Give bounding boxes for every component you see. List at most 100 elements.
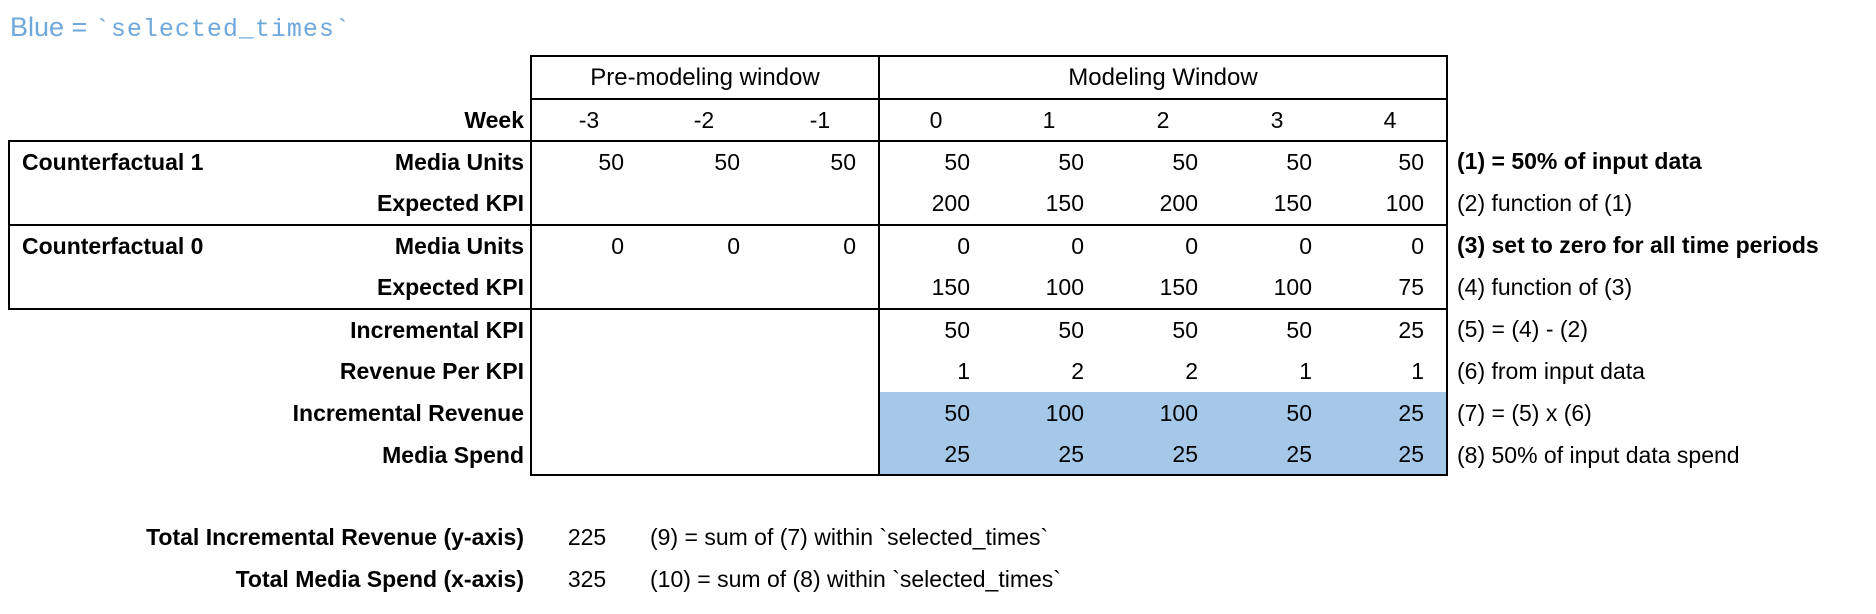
table-cell: 0 (1334, 224, 1448, 266)
table-cell: 150 (1045, 189, 1084, 216)
table-cell: 0 (530, 224, 646, 266)
row-annotation: (7) = (5) x (6) (1457, 399, 1592, 426)
row-label: Incremental Revenue (8, 392, 530, 434)
total-annotation: (9) = sum of (7) within `selected_times` (650, 523, 1049, 550)
table-cell (762, 308, 878, 350)
row-metric-label: Expected KPI (377, 189, 524, 216)
row-annotation: (5) = (4) - (2) (1457, 315, 1588, 342)
table-cell (762, 392, 878, 434)
legend-note-prefix: Blue = (10, 12, 95, 42)
table-cell: 150 (1273, 189, 1312, 216)
table-cell: 2 (1185, 357, 1198, 384)
table-cell: 0 (762, 224, 878, 266)
row-label: Counterfactual 1 Media Units (8, 140, 530, 182)
table-cell (646, 392, 762, 434)
table-cell: 0 (992, 224, 1106, 266)
table-cell (646, 266, 762, 308)
row-annotation: (1) = 50% of input data (1457, 147, 1702, 174)
week-cell: 2 (1156, 106, 1170, 133)
row-annotation: (4) function of (3) (1457, 273, 1633, 300)
table-cell: 150 (878, 266, 992, 308)
table-cell (762, 182, 878, 224)
row-metric-label: Media Spend (382, 441, 524, 468)
total-label: Total Media Spend (x-axis) (235, 565, 524, 592)
table-cell: 50 (878, 392, 992, 434)
table-cell: 25 (1106, 434, 1220, 476)
row-annotation: (6) from input data (1457, 357, 1645, 384)
row-label: Counterfactual 0 Media Units (8, 224, 530, 266)
table-cell: 0 (878, 224, 992, 266)
table-cell: 50 (1334, 140, 1448, 182)
row-group-label: Counterfactual 1 (22, 148, 204, 175)
pre-modeling-window-header: Pre-modeling window (530, 55, 878, 100)
week-cell: -2 (693, 106, 715, 133)
table-cell (762, 266, 878, 308)
week-cell: 0 (878, 100, 992, 140)
row-annotation: (2) function of (1) (1457, 189, 1633, 216)
table-cell (646, 434, 762, 476)
total-value: 325 (567, 565, 607, 592)
table-cell: 100 (1045, 273, 1084, 300)
table-cell: 50 (878, 308, 992, 350)
table-cell (530, 308, 646, 350)
table-cell: 100 (1334, 182, 1448, 224)
table-cell: 50 (762, 140, 878, 182)
header-spacer (1448, 55, 1819, 100)
row-annotation: (3) set to zero for all time periods (1457, 231, 1819, 258)
counterfactual-table: Pre-modeling window Modeling Window Week… (8, 55, 1819, 476)
table-cell (530, 182, 646, 224)
row-metric-label: Expected KPI (377, 273, 524, 300)
week-cell: 3 (1270, 106, 1284, 133)
table-cell: 50 (1220, 308, 1334, 350)
week-label-text: Week (464, 106, 524, 133)
row-annotation: (8) 50% of input data spend (1457, 441, 1740, 468)
row-metric-label: Incremental KPI (350, 316, 524, 343)
table-cell: 25 (878, 434, 992, 476)
selected-times-code: `selected_times` (94, 15, 351, 44)
week-cell: 4 (1334, 100, 1448, 140)
table-cell: 200 (1159, 189, 1198, 216)
row-metric-label: Media Units (394, 148, 524, 175)
modeling-window-header: Modeling Window (878, 55, 1448, 100)
table-cell: 25 (1220, 434, 1334, 476)
table-cell: 0 (646, 224, 762, 266)
week-row-label: Week (8, 100, 530, 140)
table-cell (646, 308, 762, 350)
row-label: Incremental KPI (8, 308, 530, 350)
table-cell: 25 (1334, 392, 1448, 434)
total-value: 225 (567, 523, 607, 550)
table-cell (530, 266, 646, 308)
table-cell (646, 182, 762, 224)
table-cell (530, 434, 646, 476)
table-cell: 1 (878, 350, 992, 392)
week-cell: 1 (1042, 106, 1056, 133)
table-cell: 75 (1334, 266, 1448, 308)
row-metric-label: Media Units (394, 232, 524, 259)
table-cell: 50 (878, 140, 992, 182)
table-cell (762, 350, 878, 392)
table-cell: 25 (1334, 308, 1448, 350)
table-cell (762, 434, 878, 476)
table-cell: 25 (992, 434, 1106, 476)
row-metric-label: Incremental Revenue (292, 399, 524, 426)
total-annotation: (10) = sum of (8) within `selected_times… (650, 565, 1061, 592)
table-cell: 50 (992, 140, 1106, 182)
table-cell: 2 (1071, 357, 1084, 384)
week-row-spacer (1448, 100, 1819, 140)
table-cell: 0 (1106, 224, 1220, 266)
table-cell: 150 (1159, 273, 1198, 300)
table-cell: 50 (646, 140, 762, 182)
table-cell: 50 (1220, 392, 1334, 434)
table-cell (530, 392, 646, 434)
row-label: Expected KPI (8, 182, 530, 224)
table-cell: 100 (1106, 392, 1220, 434)
week-cell: -3 (530, 100, 646, 140)
table-cell: 1 (1334, 350, 1448, 392)
table-cell: 50 (992, 308, 1106, 350)
totals-section: Total Incremental Revenue (y-axis) 225 (9)… (8, 516, 1061, 600)
table-cell: 0 (1220, 224, 1334, 266)
table-cell: 100 (1273, 273, 1312, 300)
row-group-label: Counterfactual 0 (22, 232, 204, 259)
row-label: Revenue Per KPI (8, 350, 530, 392)
total-label: Total Incremental Revenue (y-axis) (146, 523, 524, 550)
